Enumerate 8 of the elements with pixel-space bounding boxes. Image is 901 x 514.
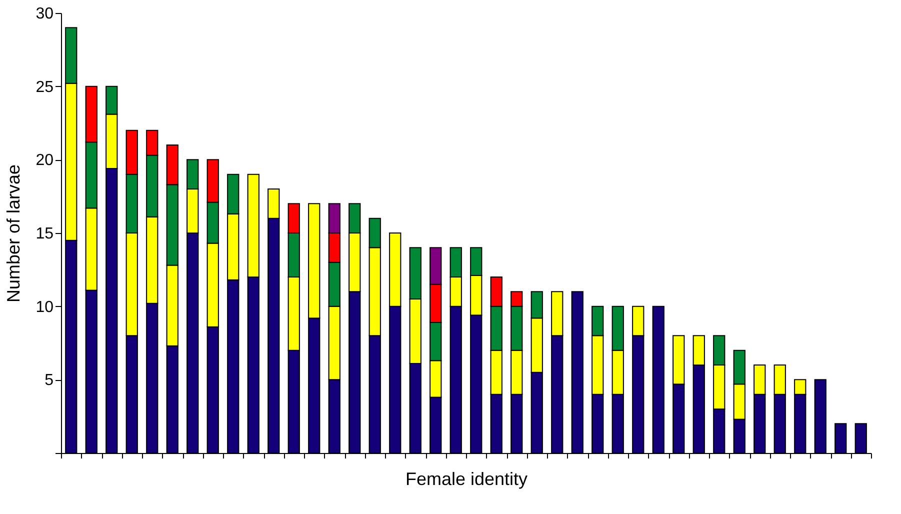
y-tick-label: 10 — [36, 298, 54, 316]
y-tick-label: 15 — [36, 226, 54, 242]
y-tick-label: 30 — [36, 6, 54, 22]
x-axis-title: Female identity — [405, 469, 528, 489]
y-tick-label: 20 — [36, 152, 54, 170]
y-tick-label: 5 — [44, 372, 54, 390]
y-tick-label: 25 — [36, 78, 54, 96]
y-axis-title: Number of larvae — [4, 164, 24, 303]
